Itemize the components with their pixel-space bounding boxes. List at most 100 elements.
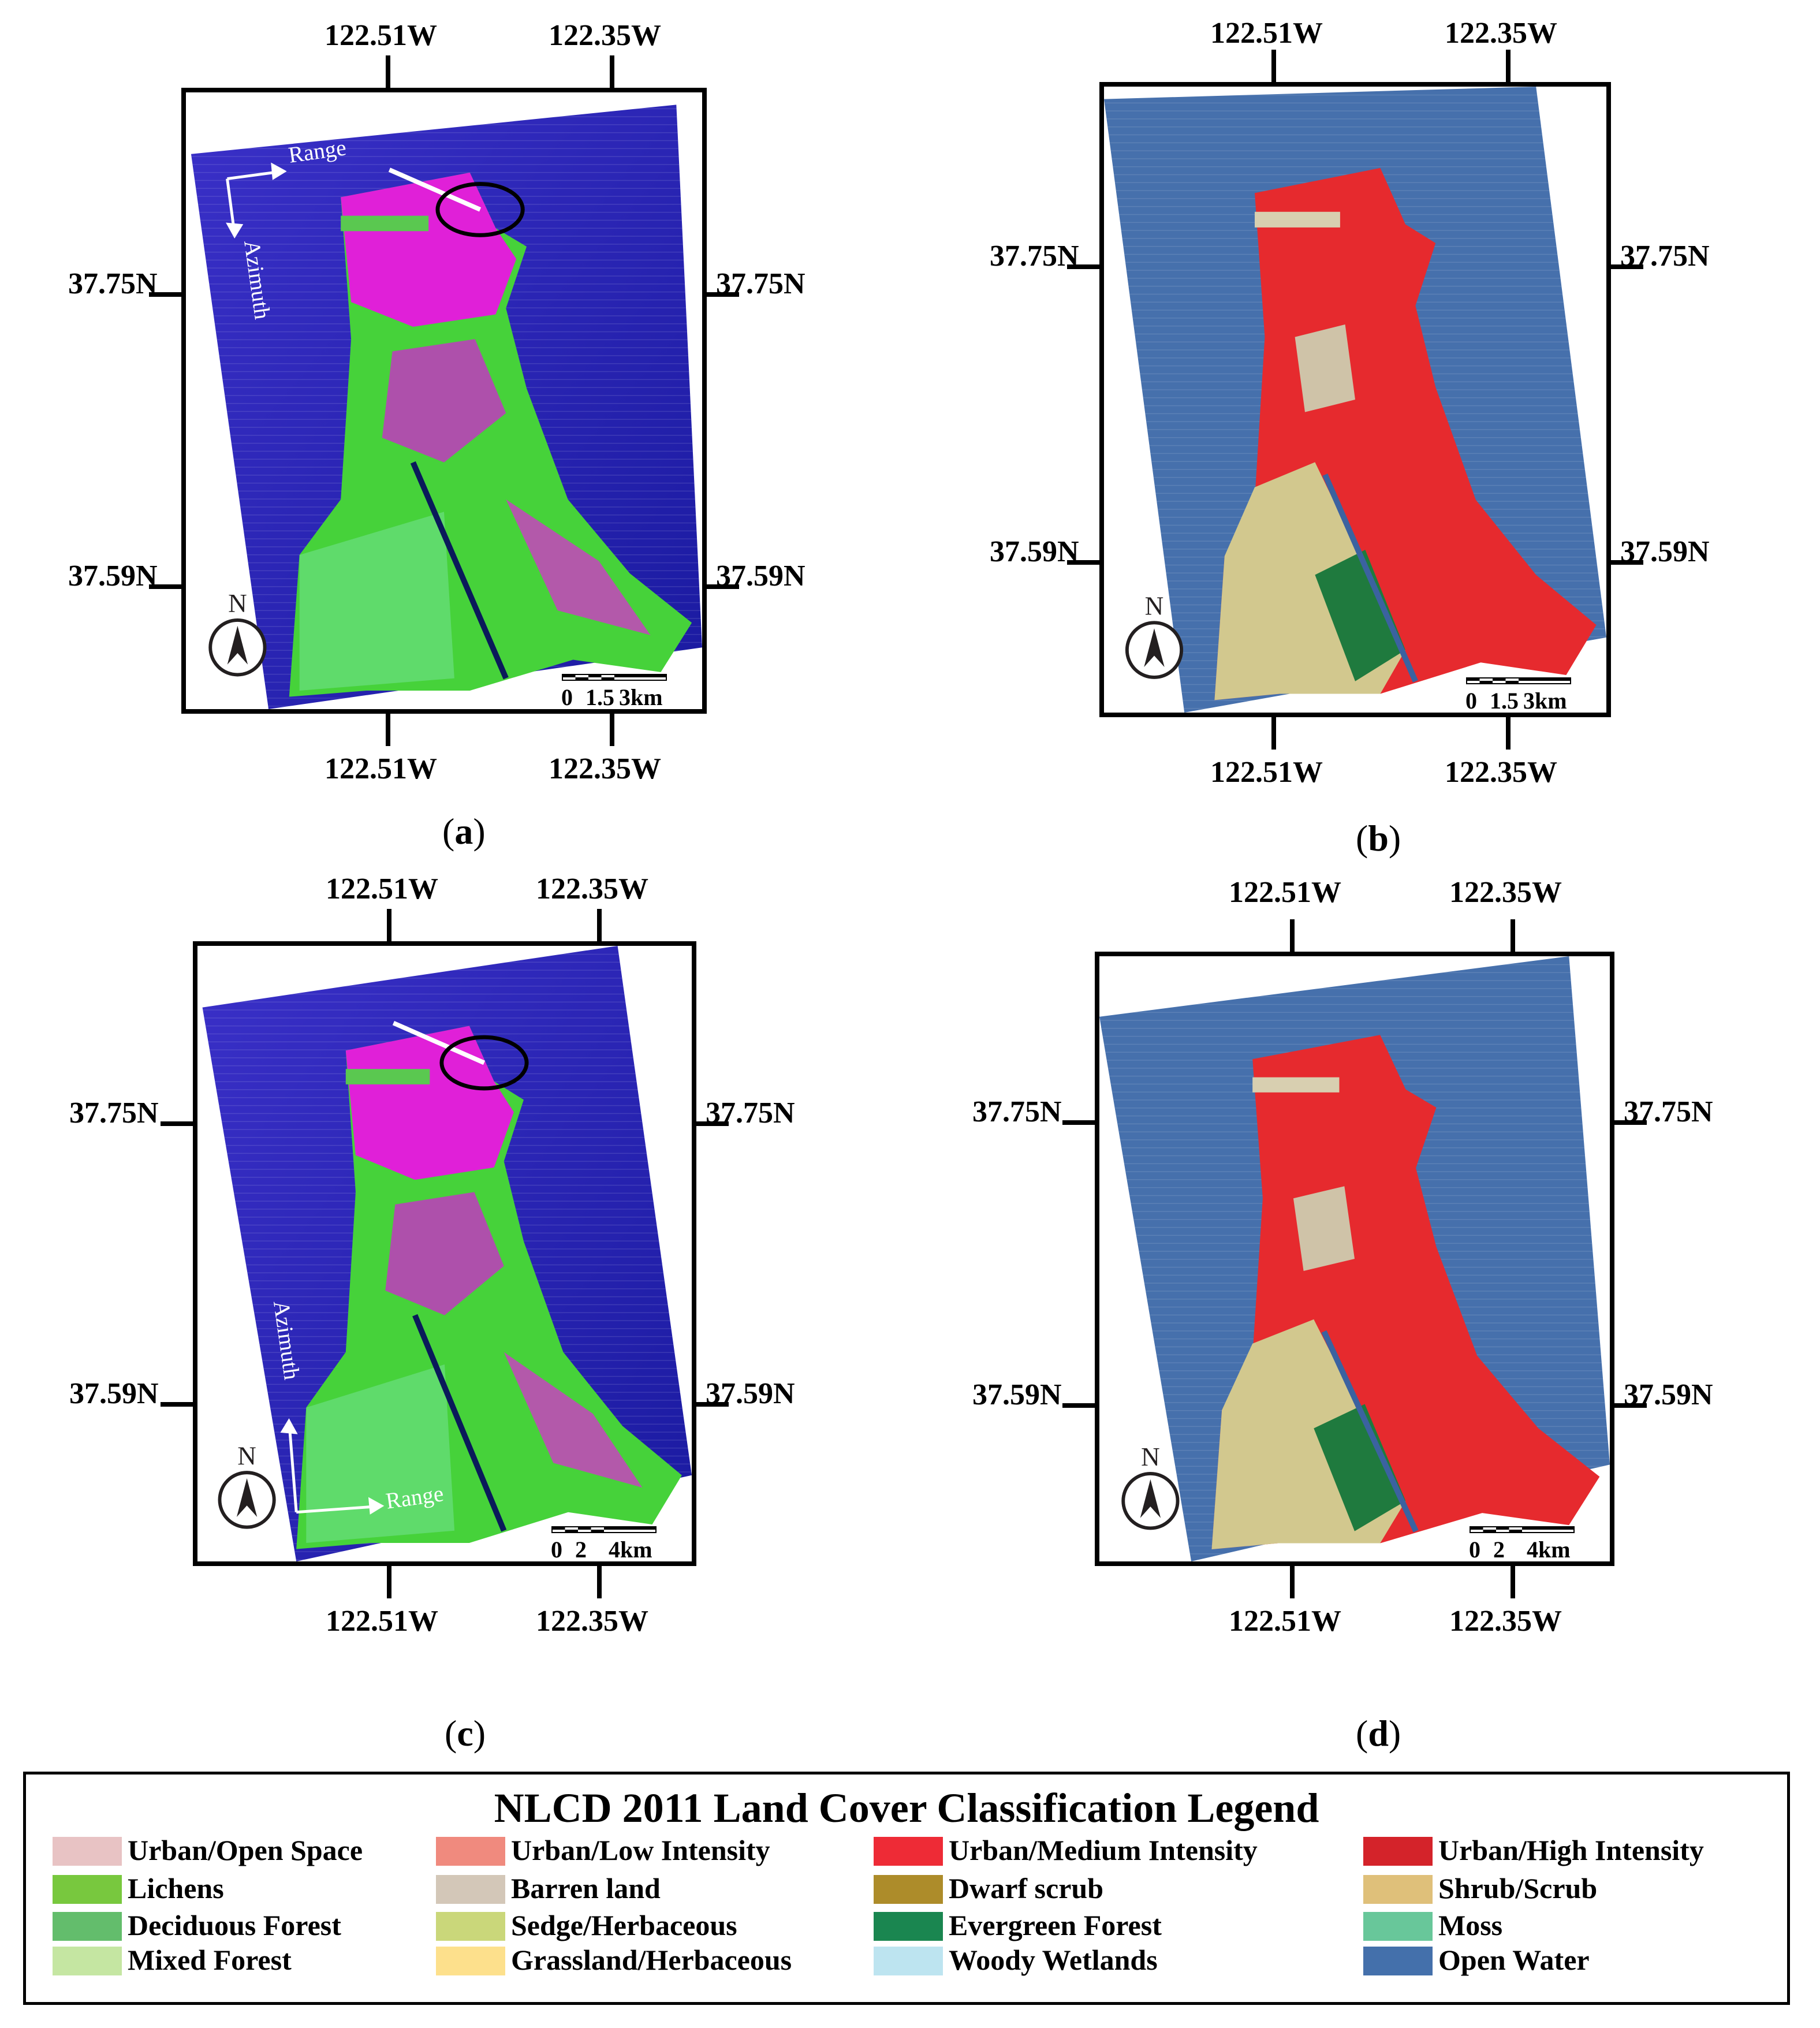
graticule-tick bbox=[707, 584, 739, 589]
graticule-tick bbox=[1062, 1403, 1095, 1408]
lat-label-right-upper: 37.75N bbox=[716, 267, 805, 300]
legend-swatch bbox=[436, 1875, 505, 1904]
park-strip bbox=[345, 1069, 430, 1084]
scale-bar: 0 1.5 3km bbox=[561, 671, 694, 710]
graticule-tick bbox=[707, 292, 739, 297]
lat-label-right-upper: 37.75N bbox=[1620, 240, 1710, 273]
graticule-tick bbox=[1271, 50, 1276, 82]
north-arrow-icon: N bbox=[1125, 591, 1184, 679]
map-panel-a: N Range Azimuth 0 1.5 3km bbox=[181, 88, 707, 714]
scale-label: 4km bbox=[609, 1537, 652, 1563]
subfigure-label-b: (b) bbox=[1356, 820, 1401, 857]
graticule-tick bbox=[1611, 264, 1643, 269]
graticule-tick bbox=[161, 1402, 193, 1407]
map-panel-d: N 0 2 4km bbox=[1095, 952, 1614, 1566]
label-paren-open: ( bbox=[1356, 1713, 1368, 1754]
legend-label: Urban/Low Intensity bbox=[511, 1834, 770, 1866]
legend-swatch bbox=[53, 1875, 122, 1904]
label-letter: c bbox=[457, 1713, 473, 1754]
lat-label-left-upper: 37.75N bbox=[990, 240, 1079, 273]
lon-label-bottom-left: 122.51W bbox=[326, 1605, 438, 1638]
lat-label-left-lower: 37.59N bbox=[972, 1378, 1062, 1411]
graticule-tick bbox=[696, 1121, 729, 1126]
highlight-ellipse bbox=[439, 1035, 529, 1091]
scale-label: 3km bbox=[619, 684, 663, 710]
lat-label-left-lower: 37.59N bbox=[68, 560, 158, 592]
label-letter: a bbox=[454, 811, 473, 852]
graticule-tick bbox=[1271, 717, 1276, 750]
north-arrow-icon: N bbox=[218, 1441, 276, 1529]
scale-label: 3km bbox=[1523, 688, 1567, 714]
scale-label: 0 bbox=[561, 684, 573, 710]
lat-label-right-upper: 37.75N bbox=[706, 1097, 795, 1129]
lon-label-bottom-left: 122.51W bbox=[325, 752, 437, 785]
legend-swatch bbox=[874, 1837, 943, 1866]
range-azimuth-arrows bbox=[226, 162, 287, 238]
lon-label-top-right: 122.35W bbox=[1449, 876, 1562, 909]
scale-label: 0 bbox=[1465, 688, 1477, 714]
label-letter: b bbox=[1368, 818, 1389, 859]
nlcd-map: N bbox=[1099, 956, 1610, 1561]
map-panel-c: N Range Azimuth 0 2 4km bbox=[193, 941, 696, 1566]
legend-title: NLCD 2011 Land Cover Classification Lege… bbox=[494, 1785, 1319, 1831]
legend-label: Dwarf scrub bbox=[949, 1872, 1104, 1904]
label-letter: d bbox=[1368, 1713, 1389, 1754]
label-paren-open: ( bbox=[445, 1713, 457, 1754]
scale-label: 0 bbox=[551, 1537, 562, 1563]
north-label: N bbox=[1141, 1442, 1160, 1471]
label-paren-close: ) bbox=[473, 1713, 486, 1754]
lat-label-left-upper: 37.75N bbox=[69, 1097, 159, 1129]
park-strip bbox=[341, 215, 429, 232]
graticule-tick bbox=[386, 714, 390, 746]
legend-swatch bbox=[436, 1837, 505, 1866]
lat-label-right-upper: 37.75N bbox=[1624, 1095, 1713, 1128]
range-azimuth-arrows bbox=[280, 1418, 385, 1515]
park-strip bbox=[1252, 1077, 1340, 1093]
legend-label: Sedge/Herbaceous bbox=[511, 1909, 737, 1941]
legend-label: Urban/High Intensity bbox=[1438, 1834, 1704, 1866]
scale-label: 1.5 bbox=[585, 684, 614, 710]
lon-label-bottom-left: 122.51W bbox=[1210, 756, 1323, 789]
scale-bar: 0 1.5 3km bbox=[1465, 674, 1598, 714]
legend-label: Mixed Forest bbox=[128, 1944, 292, 1976]
lon-label-top-right: 122.35W bbox=[1445, 17, 1557, 50]
lon-label-top-right: 122.35W bbox=[536, 873, 648, 905]
subfigure-label-d: (d) bbox=[1356, 1715, 1401, 1752]
graticule-tick bbox=[386, 55, 390, 88]
legend-swatch bbox=[1363, 1947, 1433, 1975]
baseline-line bbox=[388, 167, 482, 212]
graticule-tick bbox=[1067, 264, 1099, 269]
graticule-tick bbox=[387, 909, 391, 941]
lat-label-left-upper: 37.75N bbox=[972, 1095, 1062, 1128]
lat-label-right-lower: 37.59N bbox=[706, 1377, 795, 1410]
lat-label-right-lower: 37.59N bbox=[1620, 535, 1710, 568]
legend-swatch bbox=[874, 1875, 943, 1904]
graticule-tick bbox=[387, 1566, 391, 1598]
scale-label: 2 bbox=[1493, 1537, 1505, 1563]
label-paren-open: ( bbox=[1356, 818, 1368, 859]
graticule-tick bbox=[610, 55, 614, 88]
scale-bar: 0 2 4km bbox=[551, 1523, 684, 1563]
graticule-tick bbox=[1506, 717, 1511, 750]
lon-label-top-left: 122.51W bbox=[325, 19, 437, 52]
lat-label-right-lower: 37.59N bbox=[1624, 1378, 1713, 1411]
lon-label-bottom-right: 122.35W bbox=[1449, 1605, 1562, 1638]
legend-swatch bbox=[1363, 1912, 1433, 1941]
scale-bar-graphic bbox=[551, 1526, 657, 1533]
graticule-tick bbox=[1290, 919, 1295, 952]
scale-label: 0 bbox=[1469, 1537, 1480, 1563]
legend-label: Woody Wetlands bbox=[949, 1944, 1158, 1976]
north-arrow-icon: N bbox=[208, 589, 267, 677]
graticule-tick bbox=[1614, 1403, 1647, 1408]
lon-label-top-left: 122.51W bbox=[1229, 876, 1341, 909]
lon-label-top-right: 122.35W bbox=[549, 19, 661, 52]
graticule-tick bbox=[1614, 1120, 1647, 1125]
scale-bar-graphic bbox=[1466, 677, 1571, 684]
highlight-ellipse bbox=[435, 182, 525, 237]
lat-label-left-upper: 37.75N bbox=[68, 267, 158, 300]
legend-box: NLCD 2011 Land Cover Classification Lege… bbox=[23, 1772, 1790, 2005]
graticule-tick bbox=[1062, 1120, 1095, 1125]
north-label: N bbox=[228, 589, 247, 618]
